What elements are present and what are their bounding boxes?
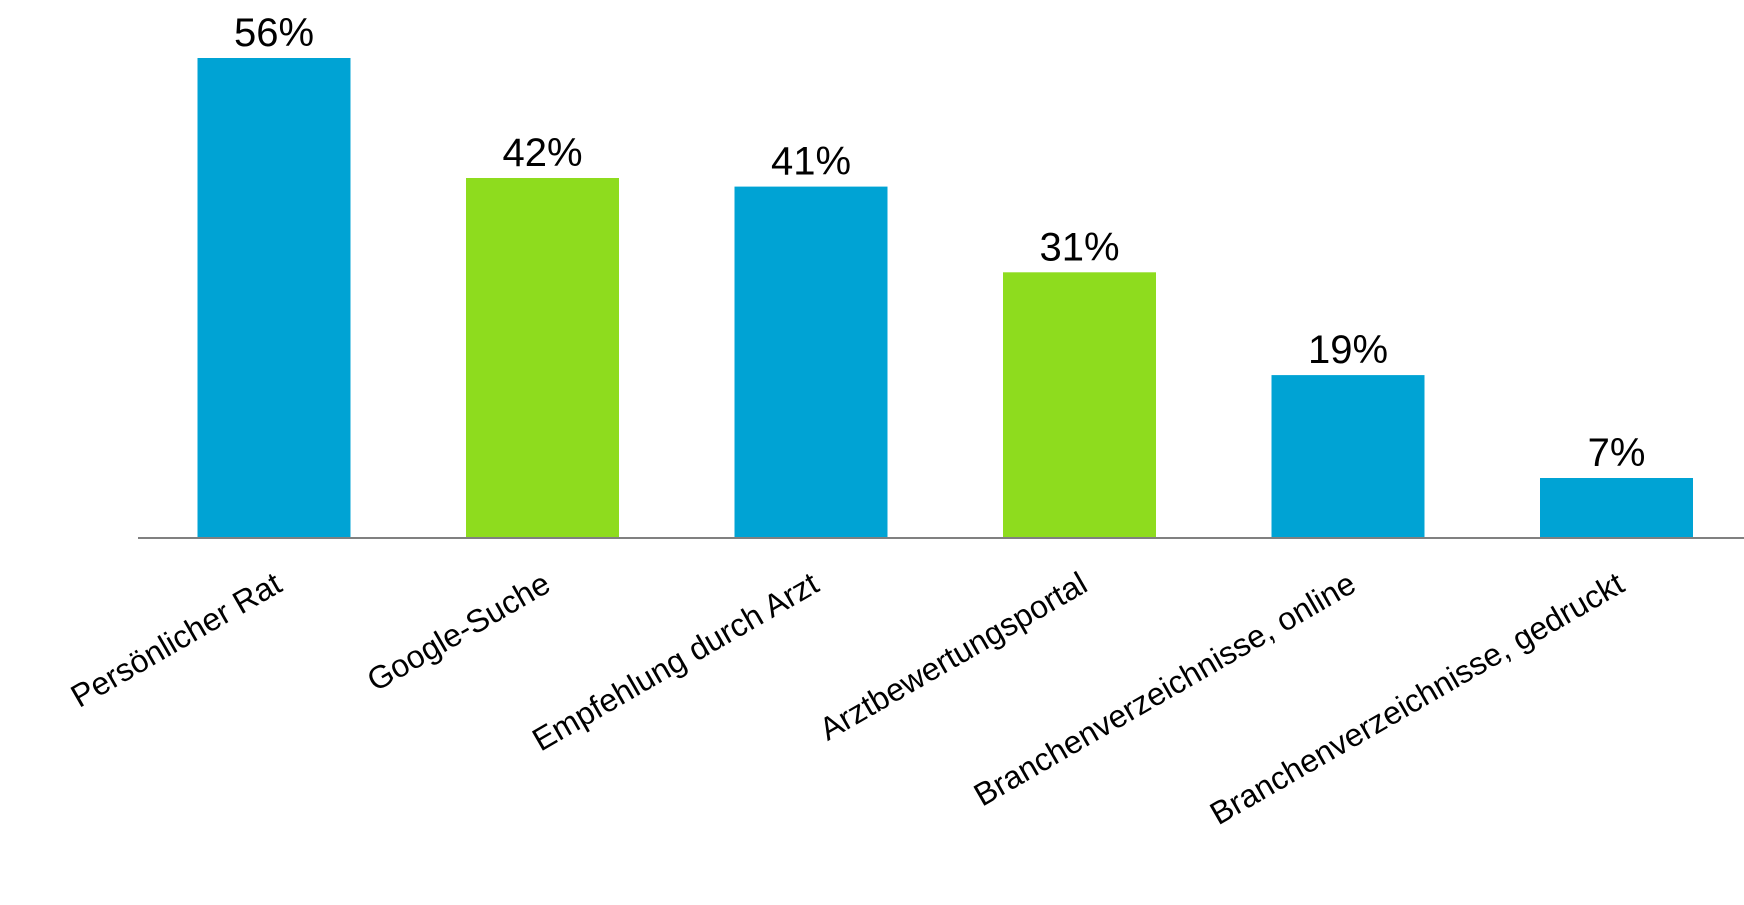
bar-value-label-5: 19% bbox=[1308, 328, 1388, 372]
category-label-6: Branchenverzeichnisse, gedruckt bbox=[1204, 565, 1630, 832]
bar-1 bbox=[197, 58, 351, 538]
category-label-3: Empfehlung durch Arzt bbox=[526, 565, 824, 758]
bar-3 bbox=[734, 186, 888, 538]
bar-4 bbox=[1003, 272, 1156, 538]
category-label-1: Persönlicher Rat bbox=[65, 565, 288, 715]
bar-value-label-2: 42% bbox=[502, 131, 582, 175]
bar-value-label-3: 41% bbox=[771, 140, 851, 184]
category-label-4: Arztbewertungsportal bbox=[813, 565, 1093, 747]
category-label-2: Google-Suche bbox=[361, 565, 556, 698]
bar-2 bbox=[466, 178, 619, 538]
bar-6 bbox=[1540, 478, 1693, 538]
bar-value-label-1: 56% bbox=[234, 11, 314, 55]
bars-group bbox=[197, 58, 1693, 538]
bar-5 bbox=[1271, 375, 1425, 538]
bar-value-label-6: 7% bbox=[1588, 431, 1646, 475]
value-labels-group: 56% 42% 41% 31% 19% 7% bbox=[234, 11, 1645, 475]
bar-value-label-4: 31% bbox=[1039, 225, 1119, 269]
